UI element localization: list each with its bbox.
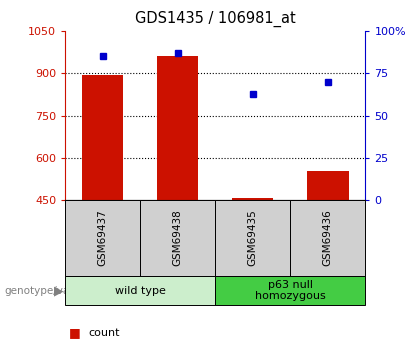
Text: genotype/variation: genotype/variation bbox=[4, 286, 103, 296]
Bar bbox=[232, 198, 273, 200]
Text: GSM69435: GSM69435 bbox=[248, 210, 258, 266]
Bar bbox=[307, 171, 349, 200]
Text: ▶: ▶ bbox=[54, 284, 63, 297]
Text: GSM69436: GSM69436 bbox=[323, 210, 333, 266]
Bar bbox=[157, 57, 198, 200]
Text: count: count bbox=[88, 328, 120, 338]
Title: GDS1435 / 106981_at: GDS1435 / 106981_at bbox=[135, 11, 296, 27]
Text: GSM69438: GSM69438 bbox=[173, 210, 183, 266]
Text: wild type: wild type bbox=[115, 286, 165, 296]
Text: ■: ■ bbox=[69, 326, 81, 339]
Text: GSM69437: GSM69437 bbox=[97, 210, 108, 266]
Text: p63 null
homozygous: p63 null homozygous bbox=[255, 280, 326, 302]
Bar bbox=[82, 75, 123, 200]
